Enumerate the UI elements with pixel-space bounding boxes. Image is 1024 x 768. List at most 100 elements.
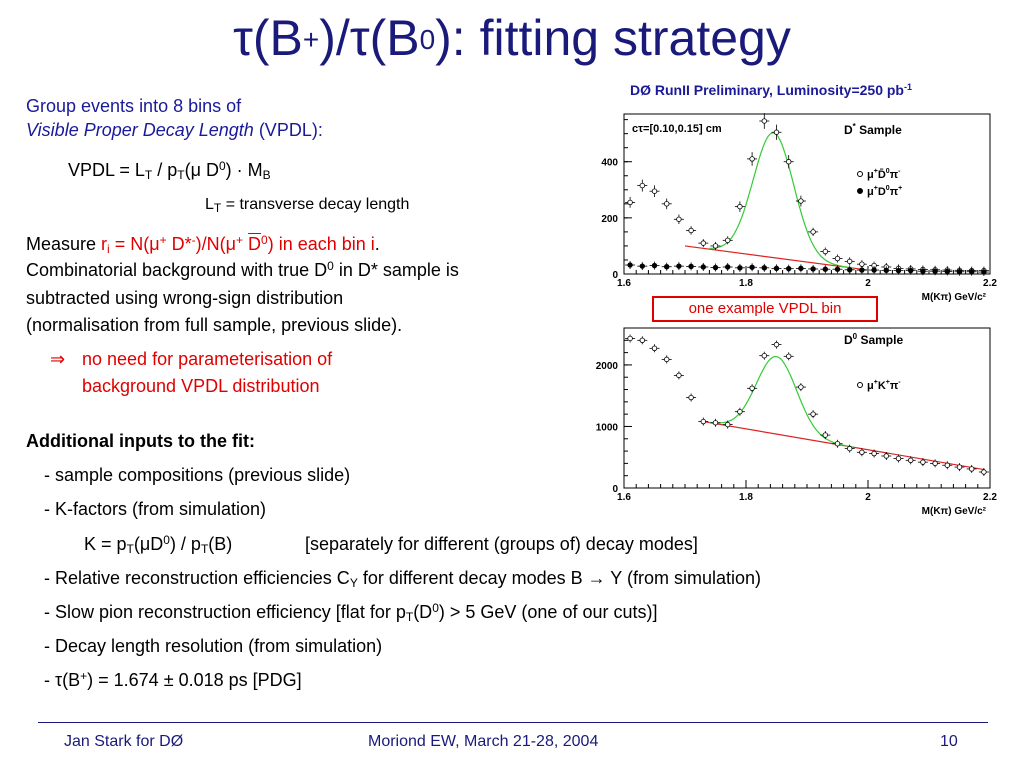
additional-item-4: - Slow pion reconstruction efficiency [f… xyxy=(44,601,658,624)
data-point xyxy=(822,266,828,272)
data-point xyxy=(712,420,719,426)
data-point xyxy=(895,455,902,462)
x-axis-label: M(Kπ) GeV/c² xyxy=(922,506,987,516)
data-point xyxy=(981,269,987,275)
data-point xyxy=(663,356,670,363)
data-point xyxy=(651,188,658,194)
footer-divider xyxy=(38,722,988,723)
y-tick-label: 0 xyxy=(612,270,618,281)
data-point xyxy=(969,466,975,472)
x-tick-label: 2 xyxy=(865,492,871,503)
data-point xyxy=(761,118,767,124)
data-point xyxy=(749,385,755,392)
data-point xyxy=(785,353,792,360)
data-point xyxy=(700,264,706,270)
y-tick-label: 0 xyxy=(612,484,618,495)
vpdl-equation: VPDL = LT / pT(μ D0) · MB xyxy=(68,159,271,182)
data-point xyxy=(834,440,841,447)
data-point xyxy=(847,267,853,273)
dstar-plot-svg: 0 200 400 1.6 1.8 2 2.2 M(Kπ) GeV/c² D* Sample cτ… xyxy=(601,113,997,302)
data-point xyxy=(810,229,816,235)
data-point xyxy=(859,267,865,273)
conclusion-line-2: background VPDL distribution xyxy=(82,376,320,396)
signal-fit-curve xyxy=(709,132,854,269)
data-point xyxy=(639,337,645,344)
legend-label: μ+D̄0π- xyxy=(867,168,901,181)
x-tick-label: 1.6 xyxy=(617,492,631,503)
data-point xyxy=(810,411,816,417)
data-point xyxy=(834,255,841,262)
data-point xyxy=(749,156,755,162)
signal-fit-curve xyxy=(709,355,854,448)
additional-item-1: - sample compositions (previous slide) xyxy=(44,465,351,485)
data-point xyxy=(737,265,743,271)
group-line-2: Visible Proper Decay Length (VPDL): xyxy=(26,120,323,140)
plot-frame xyxy=(623,113,991,275)
data-point xyxy=(834,266,841,272)
data-point xyxy=(908,457,914,464)
data-point xyxy=(871,450,877,457)
data-point xyxy=(676,263,682,269)
data-point xyxy=(651,345,658,352)
group-line-1: Group events into 8 bins of xyxy=(26,96,242,116)
data-point xyxy=(663,201,670,207)
data-point xyxy=(932,460,938,467)
plot-annotation: cτ=[0.10,0.15] cm xyxy=(632,123,722,135)
data-point xyxy=(627,199,633,206)
d0-plot: 0 1000 2000 1.6 1.8 2 2.2 M(Kπ) GeV/c² D0 Sample… xyxy=(582,320,1002,516)
additional-heading: Additional inputs to the fit: xyxy=(26,431,255,451)
footer-author: Jan Stark for DØ xyxy=(64,733,184,750)
implies-arrow-icon: ⇒ xyxy=(50,349,66,369)
x-tick-label: 1.8 xyxy=(739,278,753,289)
data-point xyxy=(822,432,828,438)
data-point xyxy=(810,266,816,272)
data-point xyxy=(651,262,658,269)
data-point xyxy=(944,268,950,275)
footer-page-number: 10 xyxy=(940,733,958,750)
data-point xyxy=(920,268,926,274)
data-point xyxy=(761,265,767,271)
data-point xyxy=(737,408,743,415)
x-axis-label: M(Kπ) GeV/c² xyxy=(922,292,987,302)
data-point xyxy=(956,269,963,275)
combinatorial-line-3: (normalisation from full sample, previou… xyxy=(26,315,403,335)
legend-open-marker xyxy=(857,382,863,388)
data-point xyxy=(956,464,963,470)
dstar-plot: 0 200 400 1.6 1.8 2 2.2 M(Kπ) GeV/c² D* Sample cτ… xyxy=(582,100,1002,302)
legend-label: μ+K+π- xyxy=(867,379,901,392)
data-point xyxy=(761,352,767,359)
data-point xyxy=(932,268,938,274)
x-tick-label: 2.2 xyxy=(983,492,997,503)
data-point xyxy=(749,264,755,270)
data-point xyxy=(773,129,780,135)
data-point xyxy=(981,469,987,475)
plot-title: D0 Sample xyxy=(844,332,903,347)
kfactor-equation: K = pT(μD0) / pT(B) xyxy=(84,533,233,556)
data-point xyxy=(688,394,694,401)
data-point xyxy=(847,445,853,452)
data-point xyxy=(847,258,853,265)
data-point xyxy=(627,335,633,342)
data-point xyxy=(798,198,804,204)
data-point xyxy=(724,237,731,244)
measure-line: Measure ri = N(μ+ D*-)/N(μ+ D0) in each … xyxy=(26,233,380,256)
data-point xyxy=(798,265,804,272)
data-point xyxy=(822,248,828,255)
legend-filled-marker xyxy=(857,188,863,194)
x-tick-label: 1.6 xyxy=(617,278,631,289)
data-point xyxy=(785,265,792,272)
data-point xyxy=(688,227,694,234)
data-point xyxy=(895,267,902,274)
footer-conference: Moriond EW, March 21-28, 2004 xyxy=(368,733,599,750)
data-point xyxy=(785,159,792,165)
data-point xyxy=(773,265,780,272)
data-point xyxy=(639,263,645,269)
additional-item-5: - Decay length resolution (from simulati… xyxy=(44,636,383,656)
data-point xyxy=(676,216,682,222)
d0-plot-svg: 0 1000 2000 1.6 1.8 2 2.2 M(Kπ) GeV/c² D0 Sample… xyxy=(596,327,997,516)
x-tick-label: 2.2 xyxy=(983,278,997,289)
x-tick-label: 1.8 xyxy=(739,492,753,503)
additional-item-3: - Relative reconstruction efficiencies C… xyxy=(44,568,761,590)
y-tick-label: 2000 xyxy=(596,361,619,372)
y-tick-label: 400 xyxy=(601,158,618,169)
